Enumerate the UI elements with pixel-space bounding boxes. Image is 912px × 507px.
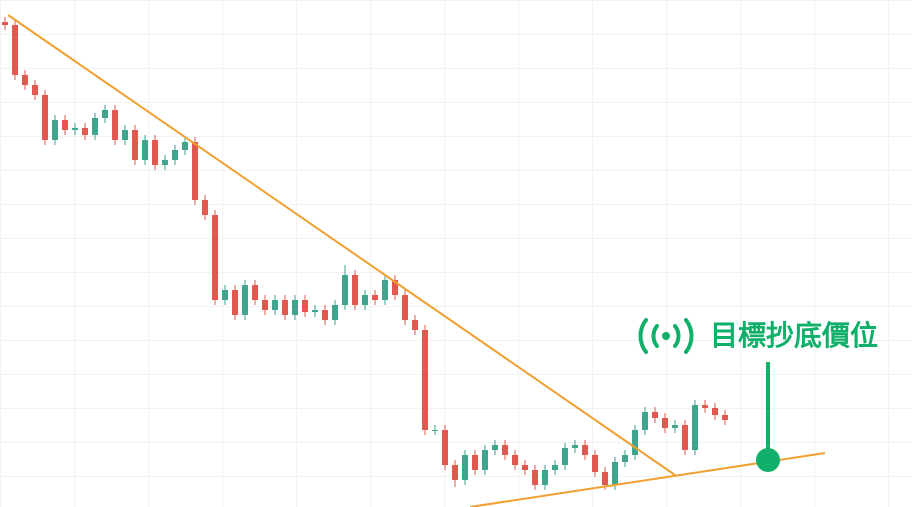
annotation: 目標抄底價位 xyxy=(710,319,878,352)
candle-body xyxy=(382,280,388,300)
candle-body xyxy=(102,110,108,118)
candle-body xyxy=(502,445,508,455)
candle-body xyxy=(632,430,638,455)
candle-body xyxy=(292,300,298,315)
target-dot xyxy=(756,448,780,472)
candle-body xyxy=(352,275,358,305)
candle-body xyxy=(112,110,118,140)
candle-body xyxy=(262,300,268,310)
candle-body xyxy=(392,280,398,295)
candle-body xyxy=(182,142,188,150)
candle-body xyxy=(722,415,728,420)
candle-body xyxy=(452,465,458,480)
candle-body xyxy=(2,22,8,25)
candle-body xyxy=(492,445,498,450)
candle-body xyxy=(32,85,38,95)
candle-body xyxy=(602,472,608,485)
candle-body xyxy=(232,290,238,315)
candle-body xyxy=(272,300,278,310)
candle-body xyxy=(552,465,558,470)
candles xyxy=(2,17,728,490)
candle-body xyxy=(372,295,378,300)
candle-body xyxy=(442,430,448,465)
candle-body xyxy=(512,455,518,465)
candle-body xyxy=(222,290,228,300)
candle-body xyxy=(192,142,198,200)
candle-body xyxy=(42,95,48,140)
candle-body xyxy=(702,405,708,408)
candle-body xyxy=(142,140,148,160)
candle-body xyxy=(422,330,428,430)
candle-body xyxy=(462,455,468,480)
candle-body xyxy=(322,310,328,320)
candle-body xyxy=(242,285,248,315)
candle-body xyxy=(312,310,318,312)
candle-body xyxy=(432,430,438,431)
candle-body xyxy=(692,405,698,450)
candle-body xyxy=(212,215,218,300)
candle-body xyxy=(582,445,588,455)
candle-body xyxy=(672,425,678,428)
candle-body xyxy=(402,295,408,320)
candle-body xyxy=(82,128,88,135)
candle-body xyxy=(612,462,618,485)
candle-body xyxy=(562,448,568,465)
candle-body xyxy=(342,275,348,305)
resistance-trendline xyxy=(7,14,676,476)
candle-body xyxy=(542,470,548,485)
candle-body xyxy=(52,120,58,140)
candle-body xyxy=(532,470,538,485)
candle-body xyxy=(472,455,478,470)
candle-body xyxy=(592,455,598,472)
candle-body xyxy=(92,118,98,135)
candle-body xyxy=(202,200,208,215)
candle-body xyxy=(642,412,648,430)
candle-body xyxy=(622,455,628,462)
signal-icon xyxy=(638,318,694,354)
candle-body xyxy=(282,300,288,315)
candle-body xyxy=(22,75,28,85)
candle-body xyxy=(12,25,18,75)
candle-body xyxy=(362,295,368,305)
candle-body xyxy=(572,445,578,448)
candle-body xyxy=(302,300,308,312)
candle-body xyxy=(172,150,178,160)
candle-body xyxy=(72,128,78,130)
candle-body xyxy=(682,425,688,450)
candle-body xyxy=(412,320,418,330)
candle-body xyxy=(662,418,668,428)
candle-body xyxy=(122,130,128,140)
candle-body xyxy=(652,412,658,418)
candle-body xyxy=(522,465,528,470)
candle-body xyxy=(332,305,338,320)
candle-body xyxy=(152,140,158,165)
candle-body xyxy=(252,285,258,300)
candle-body xyxy=(712,408,718,415)
candle-body xyxy=(132,130,138,160)
candle-body xyxy=(62,120,68,130)
candle-body xyxy=(162,160,168,165)
candle-body xyxy=(482,450,488,470)
